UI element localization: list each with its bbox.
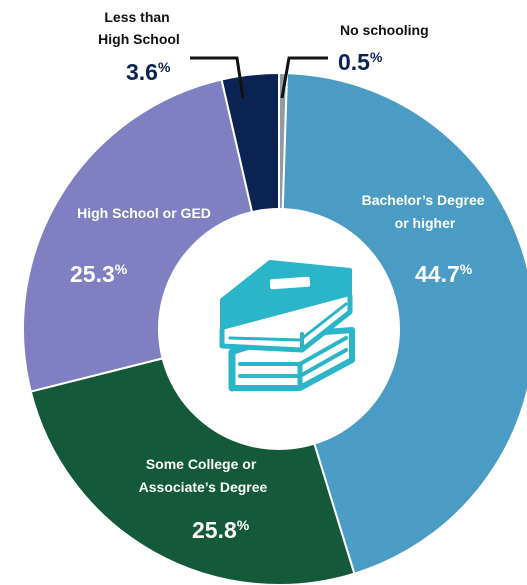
value-some-college: 25.8% (192, 517, 250, 543)
label-less-than-high-school: Less than High School (98, 9, 180, 47)
books-icon (219, 260, 355, 392)
leader-line-no-schooling (280, 56, 328, 99)
leader-line-less-than-high-school (190, 56, 245, 99)
label-high-school-or-ged: High School or GED (77, 205, 211, 221)
value-less-than-high-school: 3.6% (126, 59, 171, 85)
label-bachelors: Bachelor’s Degree or higher (362, 192, 489, 231)
value-high-school-or-ged: 25.3% (70, 261, 128, 287)
value-no-schooling: 0.5% (338, 49, 383, 75)
label-some-college: Some College or Associate’s Degree (139, 456, 268, 495)
label-no-schooling: No schooling (340, 22, 429, 38)
value-bachelors: 44.7% (415, 261, 473, 287)
slice-bachelors (277, 72, 527, 575)
